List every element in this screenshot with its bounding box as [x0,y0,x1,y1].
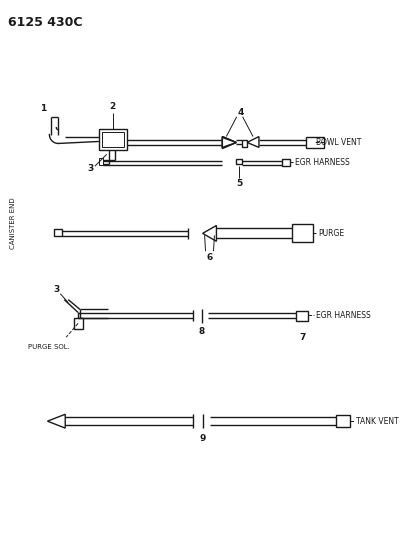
Bar [292,224,313,243]
Text: 3: 3 [88,164,94,173]
Text: 9: 9 [200,434,206,443]
Polygon shape [222,138,236,148]
Text: 5: 5 [236,180,242,189]
Text: 3: 3 [53,285,60,294]
Bar [74,318,83,329]
Polygon shape [247,136,259,148]
Text: 8: 8 [199,327,205,336]
Bar [242,140,247,148]
Text: BOWL VENT: BOWL VENT [316,138,361,147]
Text: 1: 1 [40,104,47,114]
Text: EGR HARNESS: EGR HARNESS [316,311,371,320]
Bar [54,229,62,236]
Bar [336,415,350,427]
Text: 2: 2 [109,102,116,111]
Bar [102,132,124,148]
Text: PURGE: PURGE [318,229,344,238]
Text: CANISTER END: CANISTER END [10,198,16,249]
Text: PURGE SOL.: PURGE SOL. [28,344,69,350]
Text: 6125 430C: 6125 430C [8,16,82,29]
Text: 7: 7 [299,333,306,342]
Text: 6: 6 [206,253,213,262]
Bar [297,311,308,321]
Text: 4: 4 [237,108,244,117]
Text: TANK VENT: TANK VENT [356,417,399,426]
Bar [236,159,242,164]
Bar [99,128,126,150]
Polygon shape [203,225,216,241]
Bar [99,158,103,165]
Polygon shape [222,136,236,148]
Text: EGR HARNESS: EGR HARNESS [295,158,349,167]
Bar [282,159,290,166]
Polygon shape [222,136,236,148]
Bar [306,136,324,148]
Polygon shape [47,414,65,428]
